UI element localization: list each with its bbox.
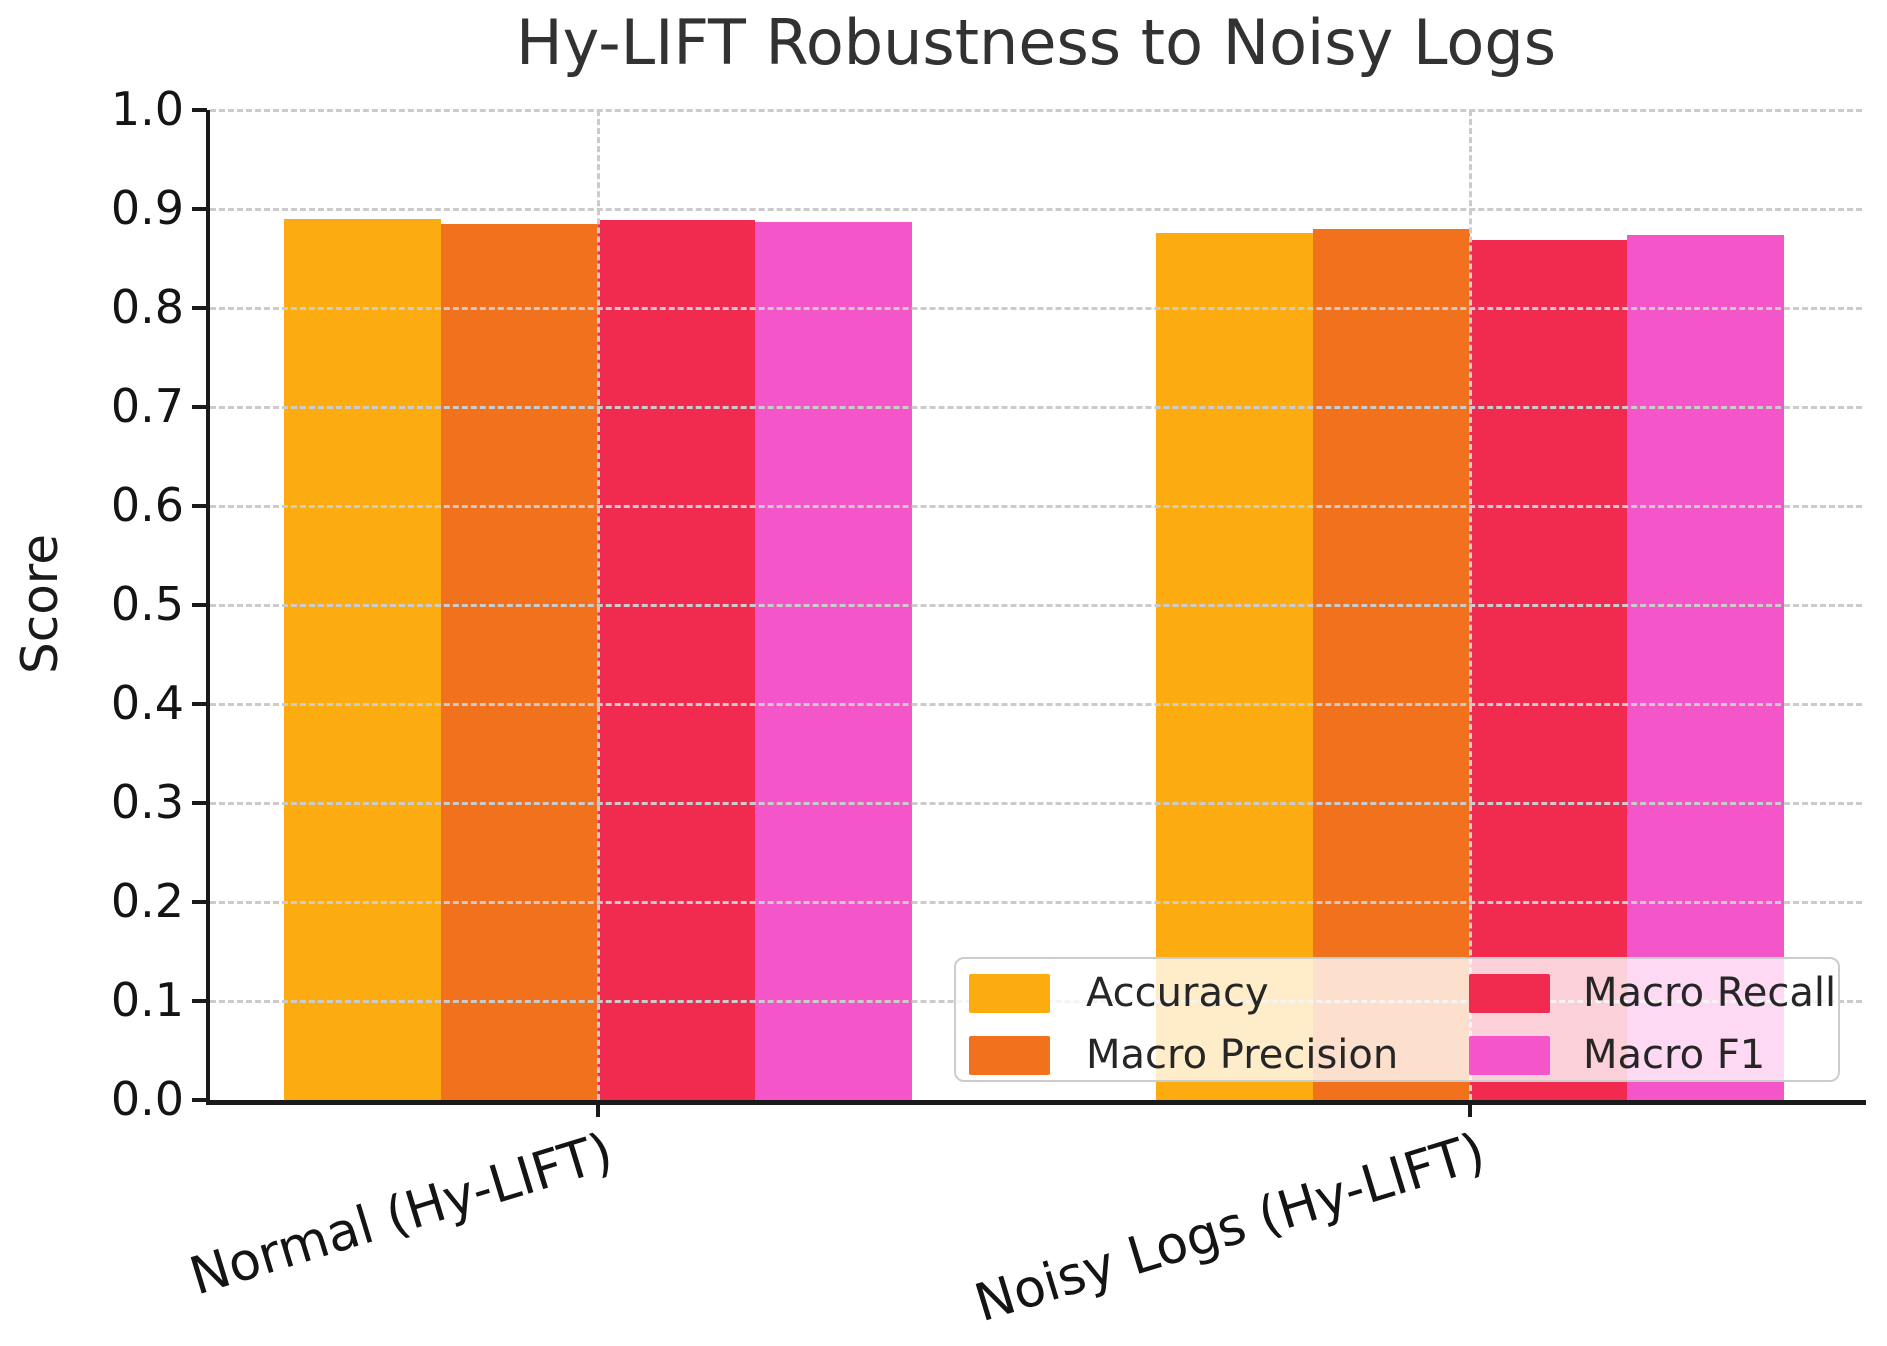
y-tick-mark <box>192 108 207 112</box>
legend-swatch-accuracy <box>969 973 1050 1013</box>
legend-swatch-macro-f1 <box>1469 1035 1550 1075</box>
chart-title: Hy-LIFT Robustness to Noisy Logs <box>515 6 1557 79</box>
x-tick-mark <box>1468 1104 1472 1117</box>
y-tick-mark <box>192 1098 207 1102</box>
bar-macro-recall-cat1 <box>1470 239 1627 1100</box>
gridline-y-0.3 <box>210 801 1862 805</box>
y-tick-label-0.8: 0.8 <box>110 280 184 334</box>
y-axis-label: Score <box>11 533 69 675</box>
x-tick-label-1: Noisy Logs (Hy-LIFT) <box>967 1122 1492 1335</box>
bar-macro-precision-cat1 <box>1313 228 1470 1100</box>
y-tick-mark <box>192 405 207 409</box>
y-tick-mark <box>192 801 207 805</box>
gridline-y-0.8 <box>210 306 1862 310</box>
bar-macro-f1-cat0 <box>755 221 912 1100</box>
legend-label-accuracy: Accuracy <box>1086 970 1269 1016</box>
y-tick-mark <box>192 207 207 211</box>
gridline-y-0.9 <box>210 207 1862 211</box>
gridline-y-0.7 <box>210 405 1862 409</box>
y-tick-label-0.6: 0.6 <box>110 478 184 532</box>
x-tick-mark <box>596 1104 600 1117</box>
legend-swatch-macro-precision <box>969 1035 1050 1075</box>
y-tick-mark <box>192 999 207 1003</box>
gridline-y-0.6 <box>210 504 1862 508</box>
gridline-y-0.5 <box>210 603 1862 607</box>
y-tick-mark <box>192 504 207 508</box>
gridline-x-0 <box>596 110 600 1100</box>
y-tick-label-0.0: 0.0 <box>110 1072 184 1126</box>
y-tick-label-1.0: 1.0 <box>110 82 184 136</box>
bar-macro-precision-cat0 <box>441 223 598 1100</box>
y-tick-mark <box>192 702 207 706</box>
gridline-x-1 <box>1468 110 1472 1100</box>
y-tick-label-0.3: 0.3 <box>110 775 184 829</box>
legend-swatch-macro-recall <box>1469 973 1550 1013</box>
gridline-y-0.2 <box>210 900 1862 904</box>
x-axis-spine <box>206 1100 1866 1105</box>
y-tick-label-0.7: 0.7 <box>110 379 184 433</box>
y-tick-label-0.1: 0.1 <box>110 973 184 1027</box>
gridline-y-1.0 <box>210 108 1862 112</box>
y-tick-mark <box>192 306 207 310</box>
y-tick-mark <box>192 900 207 904</box>
y-axis-spine <box>206 110 210 1104</box>
legend-label-macro-precision: Macro Precision <box>1086 1032 1399 1078</box>
bar-macro-f1-cat1 <box>1627 234 1784 1100</box>
y-tick-label-0.4: 0.4 <box>110 676 184 730</box>
y-tick-label-0.5: 0.5 <box>110 577 184 631</box>
y-tick-mark <box>192 603 207 607</box>
y-tick-label-0.2: 0.2 <box>110 874 184 928</box>
bar-accuracy-cat1 <box>1156 232 1313 1100</box>
bar-accuracy-cat0 <box>284 218 441 1100</box>
bar-macro-recall-cat0 <box>598 219 755 1100</box>
plot-area <box>206 108 1866 1105</box>
gridline-y-0.4 <box>210 702 1862 706</box>
legend: Accuracy Macro Precision Macro Recall Ma… <box>954 957 1840 1082</box>
y-tick-label-0.9: 0.9 <box>110 181 184 235</box>
x-tick-label-0: Normal (Hy-LIFT) <box>183 1122 620 1308</box>
legend-label-macro-f1: Macro F1 <box>1583 1032 1766 1078</box>
legend-label-macro-recall: Macro Recall <box>1583 970 1837 1016</box>
